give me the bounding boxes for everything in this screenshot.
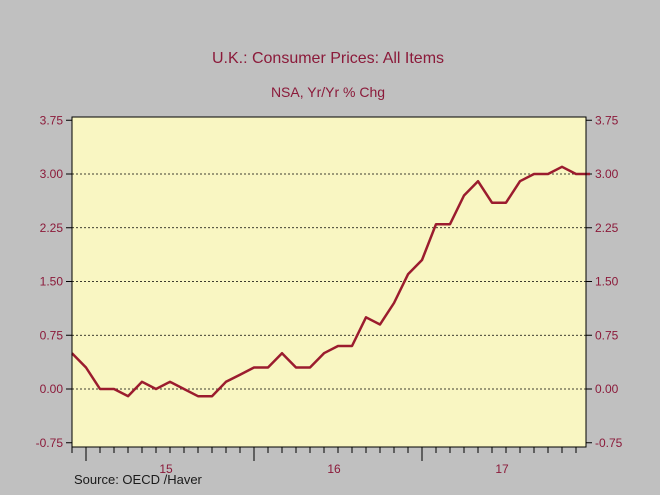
y-tick-label-left: 0.75 bbox=[40, 328, 64, 342]
y-tick-label-right: 0.75 bbox=[595, 328, 619, 342]
y-tick-label-right: -0.75 bbox=[595, 436, 623, 450]
y-tick-label-left: 3.75 bbox=[40, 113, 64, 127]
y-tick-label-right: 3.75 bbox=[595, 113, 619, 127]
y-tick-label-right: 3.00 bbox=[595, 167, 619, 181]
chart-subtitle: NSA, Yr/Yr % Chg bbox=[271, 84, 385, 100]
y-axis-left: 3.75 3.00 2.25 1.50 0.75 0.00 -0.75 bbox=[36, 113, 72, 450]
y-tick-label-right: 0.00 bbox=[595, 382, 619, 396]
x-tick-label: 15 bbox=[159, 462, 173, 476]
y-tick-label-left: -0.75 bbox=[36, 436, 64, 450]
y-tick-label-left: 2.25 bbox=[40, 221, 64, 235]
y-axis-right: 3.75 3.00 2.25 1.50 0.75 0.00 -0.75 bbox=[586, 113, 623, 450]
cpi-series-line bbox=[71, 165, 590, 398]
x-tick-label: 16 bbox=[327, 462, 341, 476]
plot-area bbox=[72, 117, 586, 447]
y-tick-label-left: 3.00 bbox=[40, 167, 64, 181]
y-tick-label-left: 1.50 bbox=[40, 275, 64, 289]
x-tick-label: 17 bbox=[495, 462, 509, 476]
y-tick-label-left: 0.00 bbox=[40, 382, 64, 396]
y-tick-label-right: 2.25 bbox=[595, 221, 619, 235]
x-axis: 15 16 17 bbox=[71, 447, 577, 476]
source-note: Source: OECD /Haver bbox=[74, 472, 203, 487]
chart-title: U.K.: Consumer Prices: All Items bbox=[212, 50, 444, 67]
y-tick-label-right: 1.50 bbox=[595, 275, 619, 289]
plot-frame bbox=[71, 116, 587, 448]
